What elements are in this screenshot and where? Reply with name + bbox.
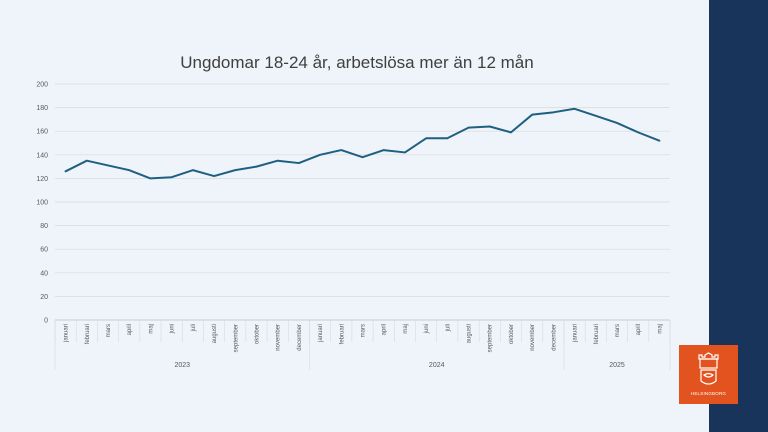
x-tick-label: november (276, 324, 282, 351)
x-tick-label: mars (615, 324, 621, 337)
x-tick-label: maj (403, 324, 409, 334)
y-tick-label: 100 (36, 200, 48, 207)
year-label: 2024 (429, 362, 445, 369)
y-tick-label: 80 (40, 223, 48, 230)
x-tick-label: januari (64, 324, 70, 343)
x-tick-label: mars (106, 324, 112, 337)
x-tick-label: juni (170, 324, 176, 334)
crest-icon (698, 352, 719, 385)
y-tick-label: 140 (36, 152, 48, 159)
x-tick-label: september (488, 324, 494, 352)
y-tick-label: 160 (36, 129, 48, 136)
series-line (64, 107, 661, 180)
x-tick-label: juli (445, 324, 451, 332)
x-tick-label: december (551, 324, 557, 351)
x-tick-label: maj (148, 324, 154, 334)
x-tick-label: februari (85, 324, 91, 344)
y-tick-label: 120 (36, 176, 48, 183)
helsingborg-logo: HELSINGBORG (679, 345, 738, 404)
y-tick-label: 60 (40, 247, 48, 254)
x-tick-label: maj (657, 324, 663, 334)
line-chart: Ungdomar 18-24 år, arbetslösa mer än 12 … (36, 53, 671, 370)
x-tick-label: april (636, 324, 642, 335)
y-tick-label: 20 (40, 294, 48, 301)
x-axis: januari februari mars april maj juni juli augus… (54, 320, 671, 370)
x-tick-label: november (530, 324, 536, 351)
x-tick-label: juli (191, 324, 197, 332)
series-group (64, 107, 661, 180)
x-tick-label: juni (424, 324, 430, 334)
x-tick-label: februari (339, 324, 345, 344)
x-tick-label: mars (361, 324, 367, 337)
y-tick-label: 40 (40, 270, 48, 277)
x-tick-label: april (382, 324, 388, 335)
x-tick-label: september (233, 324, 239, 352)
chart-title: Ungdomar 18-24 år, arbetslösa mer än 12 … (180, 53, 533, 72)
y-tick-label: 0 (44, 318, 48, 325)
x-tick-label: augusti (212, 324, 218, 343)
x-tick-label: oktober (509, 324, 515, 344)
slide-background (0, 0, 709, 432)
x-tick-label: april (127, 324, 133, 335)
x-tick-label: december (297, 324, 303, 351)
x-tick-label: augusti (467, 324, 473, 343)
year-label: 2025 (609, 362, 625, 369)
y-tick-label: 180 (36, 105, 48, 112)
year-label: 2023 (174, 362, 190, 369)
logo-text: HELSINGBORG (690, 391, 727, 396)
x-tick-label: januari (318, 324, 324, 343)
x-tick-label: januari (573, 324, 579, 343)
x-tick-label: februari (594, 324, 600, 344)
x-tick-label: oktober (254, 324, 260, 344)
y-tick-label: 200 (36, 82, 48, 89)
gridlines (55, 83, 670, 321)
y-axis: 0 20 40 60 80 100 120 140 160 180 200 (36, 82, 48, 325)
